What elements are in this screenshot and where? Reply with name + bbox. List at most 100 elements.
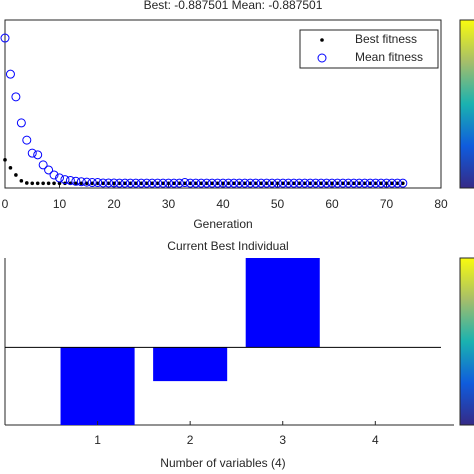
point [196,178,206,188]
point [392,178,402,188]
point [60,175,70,185]
point [245,178,255,188]
point [172,181,176,186]
point [346,181,351,186]
point [193,181,198,186]
point [44,165,54,175]
point [324,181,329,186]
point [104,178,114,188]
point [204,181,209,186]
point [3,158,7,162]
point [218,178,228,188]
point [139,181,144,186]
point [376,178,386,188]
colorbar [459,19,474,189]
x-tick-label: 3 [279,433,286,447]
point [41,181,45,186]
point [35,181,40,186]
point [16,118,26,128]
point [101,181,105,186]
x-tick-label: 1 [94,433,101,447]
point [123,181,127,186]
point [82,177,92,187]
x-tick-label: 0 [2,197,9,211]
point [199,181,203,186]
point [33,150,43,160]
chart-title: Best: -0.887501 Mean: -0.887501 [144,0,323,12]
point [256,178,266,188]
point [147,178,157,188]
point [338,178,348,188]
point [357,181,362,186]
point [38,160,48,170]
point [161,181,165,186]
point [229,178,239,188]
point [305,178,315,188]
point [106,181,111,186]
legend-label: Mean fitness [355,50,423,64]
point [207,178,217,188]
point [117,181,122,186]
point [308,181,313,186]
point [164,178,173,188]
point [327,178,337,188]
point [332,178,342,188]
point [341,181,345,186]
x-tick-label: 4 [372,433,379,447]
point [273,178,282,188]
colorbar [459,257,474,426]
point [131,178,141,188]
point [234,178,244,188]
legend-marker [317,53,327,63]
point [134,181,138,186]
point [373,181,378,186]
point [371,178,381,188]
point [390,181,394,186]
point [128,181,133,186]
point [142,178,152,188]
point [365,178,375,188]
point [379,181,383,186]
point [343,178,353,188]
point [46,181,51,186]
point [382,178,391,188]
point [398,178,408,188]
point [25,181,29,185]
point [174,178,184,188]
point [330,181,334,186]
point [112,181,116,186]
point [180,178,190,188]
x-tick-label: 80 [434,197,448,211]
point [27,148,37,158]
point [232,181,236,186]
point [210,181,214,186]
point [169,178,179,188]
point [223,178,233,188]
point [183,181,187,186]
point [74,181,78,186]
point [93,178,103,188]
x-tick-label: 10 [53,197,67,211]
point [144,181,149,186]
point [270,181,274,186]
x-axis-label: Generation [193,217,252,231]
point [294,178,304,188]
point [166,181,171,186]
x-tick-label: 50 [271,197,285,211]
point [136,178,146,188]
point [349,178,359,188]
point [384,181,389,186]
point [387,178,397,188]
point [49,170,59,180]
x-tick-label: 40 [216,197,230,211]
point [202,178,212,188]
point [292,181,296,186]
point [281,181,285,186]
point [0,33,10,43]
x-tick-label: 70 [380,197,394,211]
point [368,181,372,186]
point [283,178,293,188]
point [11,92,21,102]
point [335,181,340,186]
